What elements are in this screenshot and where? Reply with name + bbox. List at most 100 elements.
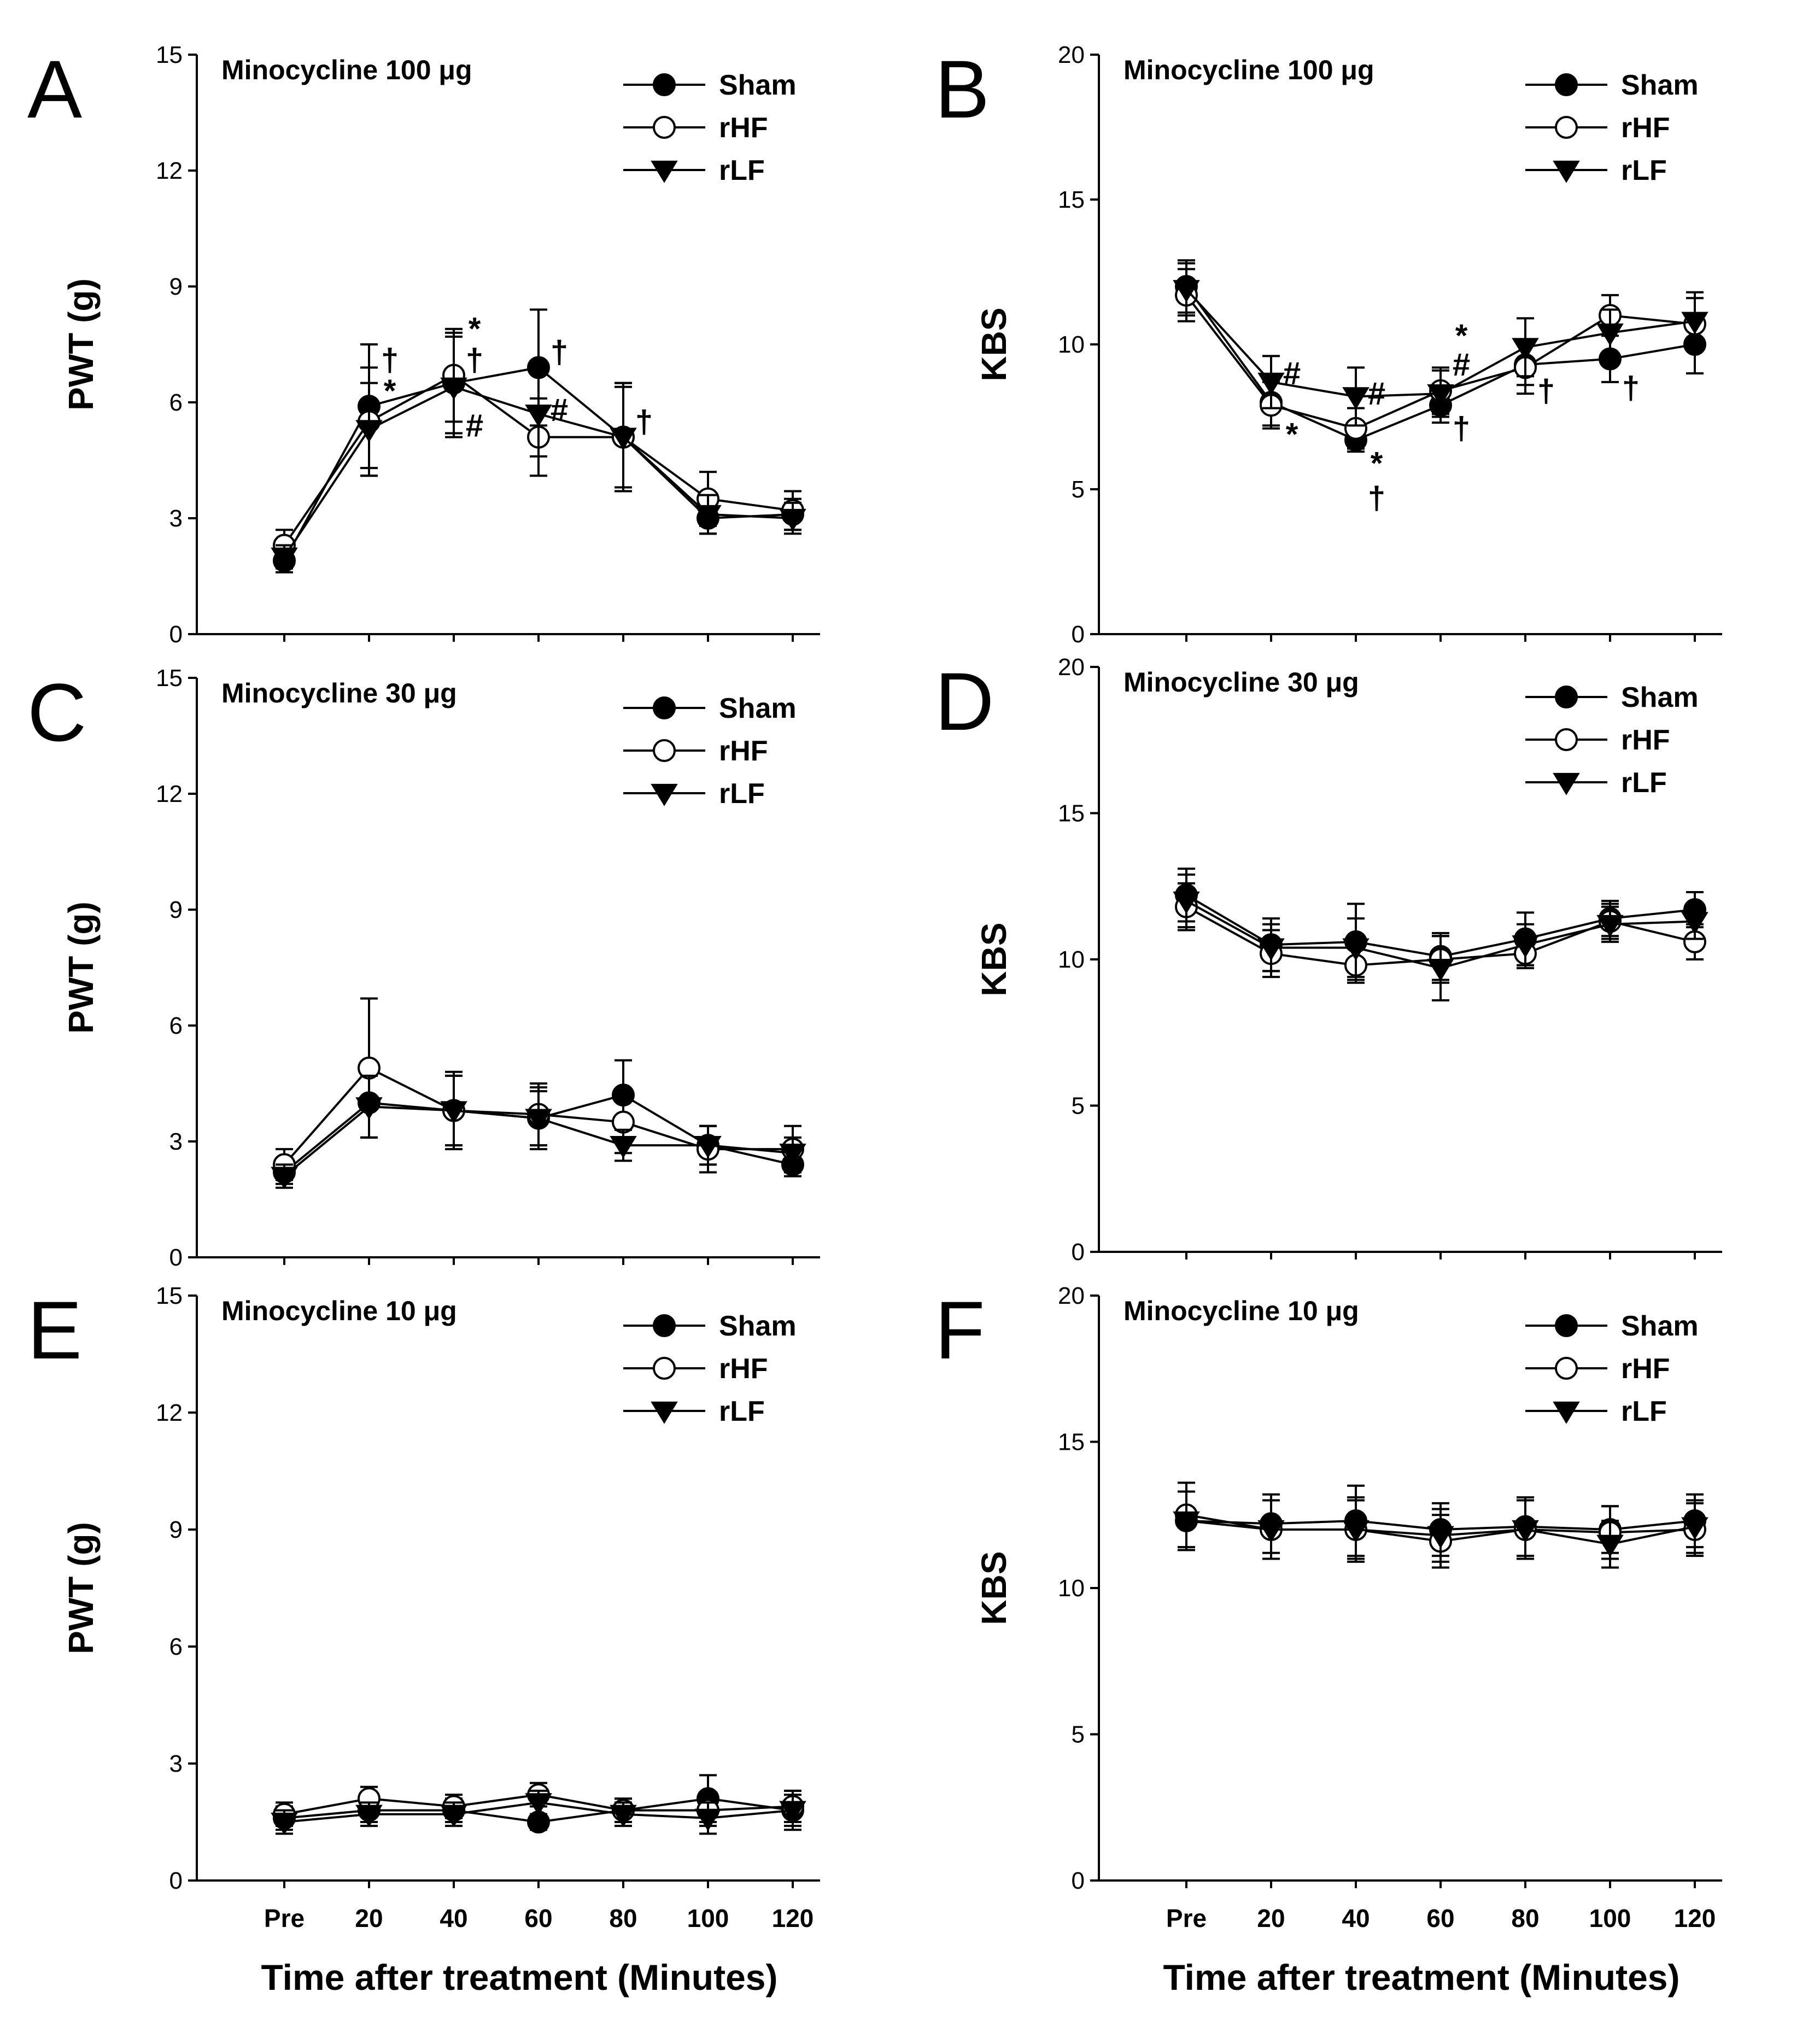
data-point	[1553, 772, 1580, 795]
x-tick-label: 20	[355, 1904, 383, 1932]
data-point	[355, 1805, 383, 1827]
panel-title: Minocycline 30 μg	[1123, 667, 1359, 698]
y-tick-label: 5	[1072, 1093, 1085, 1120]
data-point	[1342, 938, 1370, 961]
data-point	[1512, 338, 1539, 361]
y-tick-label: 0	[169, 621, 183, 648]
data-point	[694, 1135, 722, 1158]
significance-annotation: *	[469, 312, 481, 347]
significance-annotation: #	[1283, 356, 1301, 391]
data-point	[1681, 312, 1708, 335]
significance-annotation: #	[1453, 347, 1470, 383]
y-tick-label: 3	[169, 1128, 183, 1155]
panel-letter: C	[27, 666, 86, 758]
legend-label: rHF	[719, 112, 768, 144]
x-tick-label: 40	[440, 1904, 467, 1932]
data-point	[1427, 958, 1454, 981]
data-point	[1342, 1520, 1370, 1543]
x-tick-label: Pre	[1166, 1904, 1207, 1932]
panel-d: D Minocycline 30 μg 0 5 10 15 20 KBS Sham rHF rLF	[935, 654, 1722, 1266]
y-tick-label: 20	[1058, 654, 1085, 681]
x-tick-label: 80	[609, 1904, 637, 1932]
y-tick-label: 0	[1072, 1239, 1085, 1266]
legend-label: Sham	[719, 693, 797, 724]
data-point	[653, 696, 676, 719]
legend: Sham rHF rLF	[623, 693, 797, 810]
legend: Sham rHF rLF	[1525, 682, 1699, 799]
panel-letter: E	[27, 1284, 82, 1376]
panel-letter: D	[935, 655, 994, 747]
x-tick-label: 100	[1589, 1904, 1631, 1932]
y-axis-title: PWT (g)	[61, 1522, 101, 1654]
data-point	[1555, 73, 1578, 96]
y-tick-label: 15	[1058, 186, 1085, 213]
data-point	[1257, 938, 1285, 961]
y-tick-label: 3	[169, 1750, 183, 1777]
significance-annotation: *	[384, 373, 396, 409]
legend-label: rLF	[1621, 155, 1667, 186]
y-tick-label: 20	[1058, 42, 1085, 68]
panel-letter: F	[935, 1284, 985, 1376]
data-point	[1681, 1517, 1708, 1540]
legend-label: rHF	[719, 735, 768, 767]
data-point	[1173, 1511, 1200, 1534]
data-point	[525, 1109, 552, 1132]
data-point	[355, 420, 383, 443]
data-point	[1257, 1520, 1285, 1543]
panel-title: Minocycline 100 μg	[221, 55, 472, 85]
legend-label: rHF	[1621, 112, 1670, 144]
y-tick-label: 20	[1058, 1282, 1085, 1309]
legend-label: rLF	[1621, 767, 1667, 799]
legend-label: rHF	[719, 1353, 768, 1385]
y-tick-label: 6	[169, 1633, 183, 1660]
legend: Sham rHF rLF	[623, 1310, 797, 1427]
y-tick-label: 9	[169, 1516, 183, 1543]
data-point	[1555, 728, 1578, 751]
data-point	[779, 1144, 806, 1166]
significance-annotation: #	[551, 393, 568, 428]
data-point	[440, 1101, 467, 1124]
panel-letter: B	[935, 43, 990, 135]
legend-label: Sham	[1621, 1310, 1699, 1342]
data-point	[653, 116, 676, 139]
legend-label: rHF	[1621, 724, 1670, 756]
series-rlf	[1173, 873, 1708, 1001]
data-point	[1596, 323, 1624, 346]
panel-title: Minocycline 10 μg	[221, 1296, 457, 1326]
data-point	[1427, 1526, 1454, 1549]
data-point	[1555, 116, 1578, 139]
data-point	[1681, 912, 1708, 935]
x-tick-label: 120	[1674, 1904, 1716, 1932]
y-tick-label: 15	[1058, 1429, 1085, 1456]
data-point	[610, 427, 637, 450]
panel-title: Minocycline 30 μg	[221, 678, 457, 708]
data-point	[651, 783, 678, 806]
series-sham	[1175, 259, 1706, 453]
data-point	[651, 160, 678, 183]
significance-annotation: †	[1453, 411, 1470, 447]
y-axis-title: PWT (g)	[61, 278, 101, 411]
significance-annotation: †	[635, 404, 653, 440]
y-axis-title: KBS	[974, 1551, 1014, 1625]
data-point	[1173, 280, 1200, 303]
y-tick-label: 12	[156, 781, 183, 807]
data-point	[1596, 1534, 1624, 1557]
data-point	[440, 1805, 467, 1827]
y-tick-label: 0	[1072, 621, 1085, 648]
y-tick-label: 10	[1058, 1575, 1085, 1602]
x-tick-label: 60	[524, 1904, 552, 1932]
data-point	[651, 1401, 678, 1424]
series-rlf	[1173, 1490, 1708, 1569]
legend-label: rLF	[719, 778, 765, 810]
x-tick-label: 40	[1342, 1904, 1370, 1932]
data-point	[653, 1357, 676, 1380]
data-point	[271, 1812, 298, 1835]
y-tick-label: 6	[169, 1012, 183, 1039]
significance-annotation: †	[1368, 481, 1385, 516]
data-point	[1427, 384, 1454, 407]
x-tick-label: 100	[687, 1904, 729, 1932]
data-point	[653, 1314, 676, 1337]
y-tick-label: 9	[169, 273, 183, 300]
